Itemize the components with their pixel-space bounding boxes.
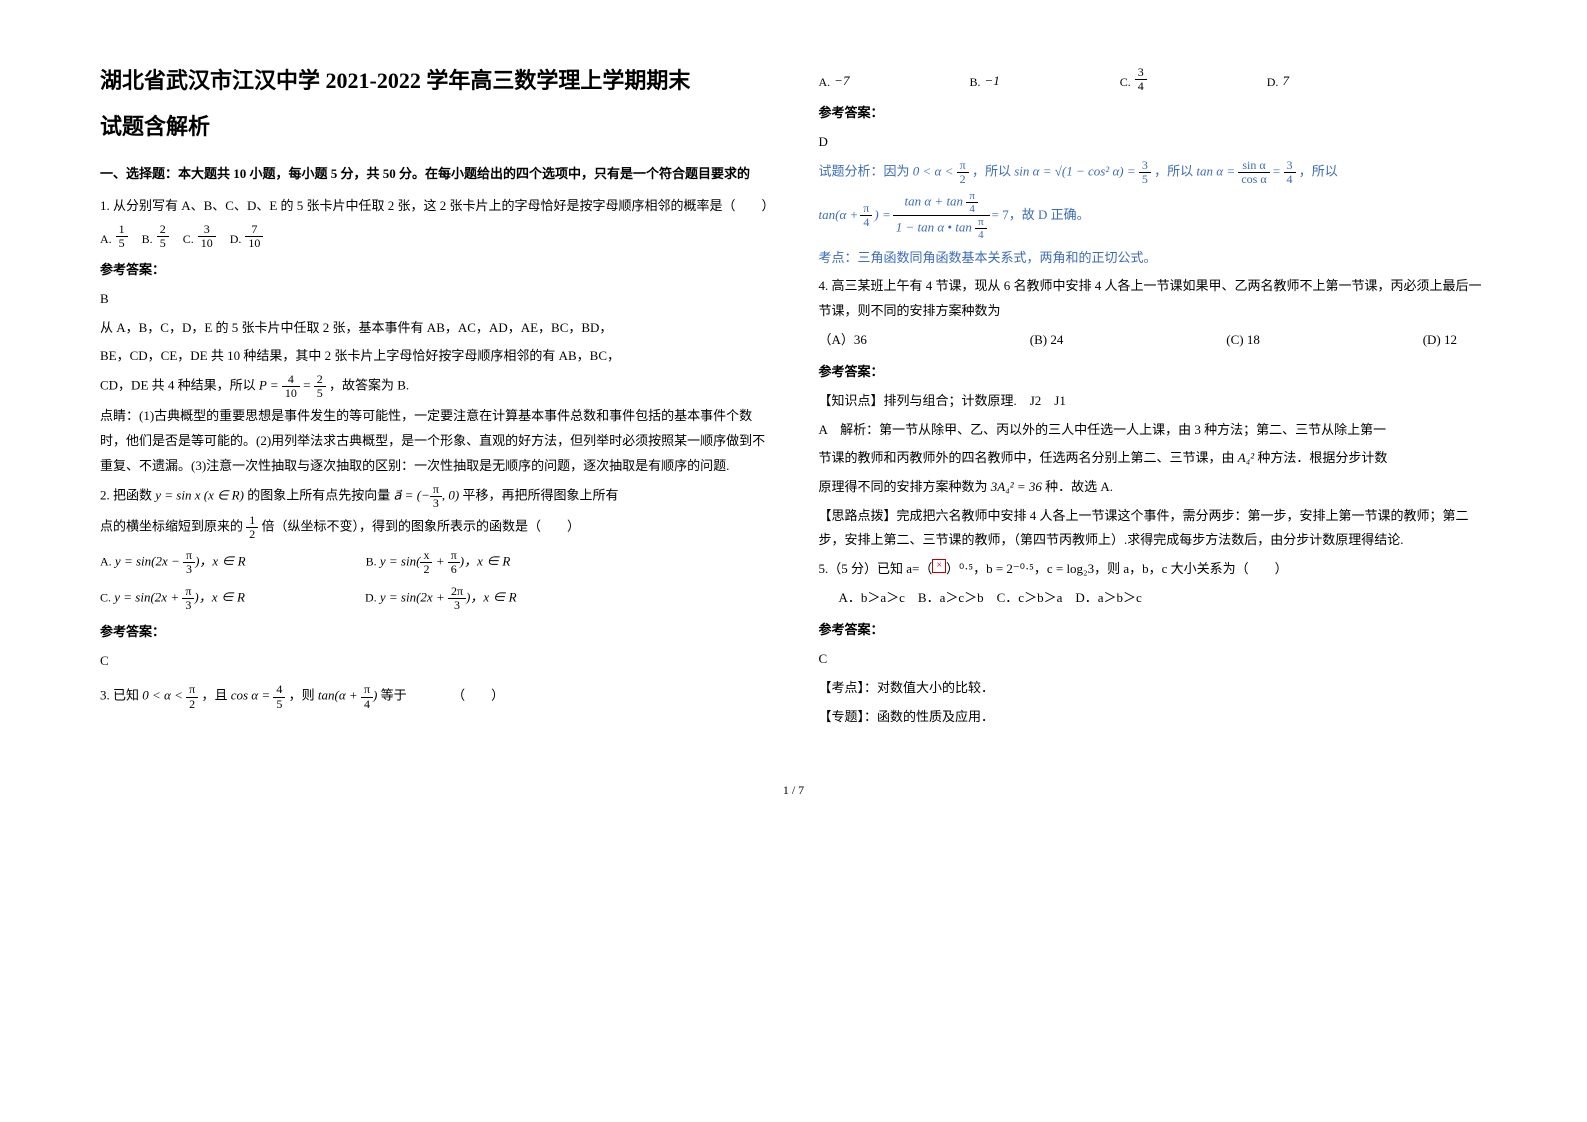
- q1-text: 1. 从分别写有 A、B、C、D、E 的 5 张卡片中任取 2 张，这 2 张卡…: [100, 194, 769, 219]
- q5-ans-label: 参考答案：: [819, 618, 1488, 643]
- close-icon: ×: [932, 559, 946, 573]
- q4-kp: 【知识点】排列与组合；计数原理. J2 J1: [819, 389, 1488, 414]
- q1-ans-label: 参考答案：: [100, 258, 769, 283]
- q1-expl-2: BE，CD，CE，DE 共 10 种结果，其中 2 张卡片上字母恰好按字母顺序相…: [100, 344, 769, 369]
- q2-line2: 点的横坐标缩短到原来的 12 倍（纵坐标不变），得到的图象所表示的函数是（ ）: [100, 514, 769, 541]
- q4-tip: 【思路点拨】完成把六名教师中安排 4 人各上一节课这个事件，需分两步：第一步，安…: [819, 504, 1488, 553]
- q3-analysis-2: tan(α + π4) = tan α + tan π4 1 − tan α •…: [819, 190, 1488, 241]
- q1-expl-1: 从 A，B，C，D，E 的 5 张卡片中任取 2 张，基本事件有 AB，AC，A…: [100, 316, 769, 341]
- q2-row1: A. y = sin(2x − π3)，x ∈ R B. y = sin(x2 …: [100, 549, 769, 576]
- q5-stem: 5.（5 分）已知 a=（×）⁰·⁵，b = 2⁻⁰·⁵，c = log₂3，则…: [819, 557, 1488, 582]
- section-1-head: 一、选择题：本大题共 10 小题，每小题 5 分，共 50 分。在每小题给出的四…: [100, 162, 769, 187]
- q1-ans: B: [100, 287, 769, 312]
- q1-options: A.15 B.25 C.310 D.710: [100, 223, 769, 250]
- q5-kp2: 【专题】：函数的性质及应用．: [819, 705, 1488, 730]
- q5-options: A．b＞a＞c B．a＞c＞b C．c＞b＞a D．a＞b＞c: [819, 586, 1488, 611]
- q3-ans: D: [819, 130, 1488, 155]
- title-line-1: 湖北省武汉市江汉中学 2021-2022 学年高三数学理上学期期末: [100, 60, 769, 102]
- q2-ans: C: [100, 649, 769, 674]
- q4-options: （A）36(B) 24(C) 18(D) 12: [819, 328, 1488, 353]
- q1-tip: 点睛：(1)古典概型的重要思想是事件发生的等可能性，一定要注意在计算基本事件总数…: [100, 404, 769, 478]
- q3-analysis-1: 试题分析：因为 0 < α < π2 ，所以 sin α = √(1 − cos…: [819, 159, 1488, 186]
- q4-an3: 原理得不同的安排方案种数为 3A₄² = 36 种．故选 A.: [819, 475, 1488, 500]
- q5-ans: C: [819, 647, 1488, 672]
- q4-an1: A 解析：第一节从除甲、乙、丙以外的三人中任选一人上课，由 3 种方法；第二、三…: [819, 418, 1488, 443]
- q3-options: A. −7 B. −1 C. 34 D. 7: [819, 66, 1488, 93]
- title-line-2: 试题含解析: [100, 106, 769, 148]
- q3-ans-label: 参考答案：: [819, 101, 1488, 126]
- q2-row2: C. y = sin(2x + π3)，x ∈ R D. y = sin(2x …: [100, 585, 769, 612]
- q2-ans-label: 参考答案：: [100, 620, 769, 645]
- q3-stem: 3. 已知 0 < α < π2 ，且 cos α = 45 ，则 tan(α …: [100, 683, 769, 710]
- q4-text: 4. 高三某班上午有 4 节课，现从 6 名教师中安排 4 人各上一节课如果甲、…: [819, 274, 1488, 323]
- q4-an2: 节课的教师和丙教师外的四名教师中，任选两名分别上第二、三节课，由 A₄² 种方法…: [819, 446, 1488, 471]
- q5-kp1: 【考点】：对数值大小的比较．: [819, 676, 1488, 701]
- page-footer: 1 / 7: [0, 783, 1587, 798]
- q4-ans-label: 参考答案：: [819, 360, 1488, 385]
- q1-expl-3: CD，DE 共 4 种结果，所以 P = 410 = 25 ，故答案为 B.: [100, 373, 769, 400]
- q2-line1: 2. 把函数 y = sin x (x ∈ R) 的图象上所有点先按向量 a⃗ …: [100, 483, 769, 510]
- q3-kp: 考点：三角函数同角函数基本关系式，两角和的正切公式。: [819, 246, 1488, 271]
